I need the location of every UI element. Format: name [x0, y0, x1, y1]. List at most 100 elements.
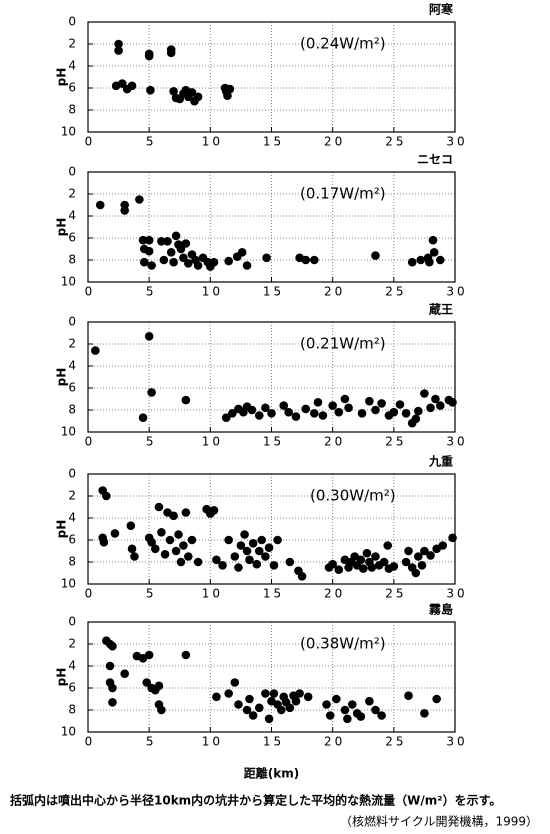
point: [242, 261, 252, 270]
x-tick-label: 0: [85, 135, 96, 149]
point: [147, 261, 156, 270]
x-tick-label: 15: [263, 587, 284, 601]
point: [240, 530, 249, 539]
x-tick-label: 25: [385, 435, 406, 449]
point: [420, 389, 429, 398]
point: [144, 246, 154, 256]
y-tick-label: 8: [68, 703, 76, 717]
annotation: (0.17W/m²): [300, 185, 386, 203]
point: [120, 669, 129, 678]
point: [138, 235, 148, 245]
point: [420, 546, 429, 556]
point: [166, 48, 176, 58]
y-tick-label: 10: [61, 577, 76, 591]
x-tick-label: 5: [146, 735, 157, 749]
point: [144, 332, 154, 341]
panel-title: 九重: [428, 454, 453, 469]
point: [267, 409, 276, 418]
point: [95, 200, 105, 210]
point: [114, 46, 123, 55]
x-tick-label: 0: [85, 285, 96, 299]
y-tick-label: 4: [68, 511, 76, 525]
y-tick-label: 8: [68, 555, 76, 569]
x-tick-label: 10: [202, 435, 223, 449]
panel: 0 5 10 15 20 25 30 0 2 4 6 8 10 蔵王 (0.21W/m²) pH: [55, 302, 467, 449]
point: [404, 546, 413, 556]
annotation: (0.21W/m²): [300, 335, 386, 353]
point: [165, 535, 175, 545]
annotation: (0.38W/m²): [300, 635, 386, 653]
point: [310, 255, 319, 265]
point: [426, 403, 435, 413]
point: [157, 705, 166, 715]
point: [193, 92, 203, 102]
point: [176, 244, 186, 254]
point: [357, 409, 367, 418]
point: [245, 694, 254, 704]
point: [432, 694, 441, 704]
x-tick-label: 20: [324, 587, 345, 601]
point: [429, 248, 439, 257]
point: [114, 39, 123, 49]
point: [187, 535, 197, 545]
y-tick-label: 8: [68, 403, 76, 417]
x-tick-label: 25: [385, 735, 406, 749]
x-tick-label: 25: [385, 135, 406, 149]
point: [254, 411, 264, 420]
point: [401, 557, 411, 567]
point: [127, 81, 137, 91]
point: [257, 535, 267, 545]
panel: 0 5 10 15 20 25 30 0 2 4 6 8 10 霧島 (0.38W/m²) pH 距離(km): [55, 602, 467, 781]
point: [347, 700, 357, 709]
x-tick-label: 30: [446, 435, 467, 449]
point: [362, 548, 372, 558]
point: [322, 700, 331, 709]
point: [252, 559, 262, 569]
y-tick-label: 10: [61, 425, 76, 439]
footnote: 括弧内は噴出中心から半径10km内の坑井から算定した平均的な熱流量（W/m²）を…: [10, 793, 501, 808]
point: [367, 563, 377, 572]
point: [285, 557, 295, 567]
y-tick-label: 0: [68, 467, 76, 481]
point: [264, 543, 274, 552]
point: [389, 407, 399, 417]
x-tick-label: 0: [85, 435, 96, 449]
y-tick-label: 6: [68, 231, 76, 245]
y-tick-label: 6: [68, 81, 76, 95]
y-axis-label: pH: [55, 520, 69, 539]
point: [245, 555, 254, 565]
y-tick-label: 4: [68, 209, 76, 223]
point: [171, 546, 181, 556]
point: [171, 231, 181, 241]
panel: 0 5 10 15 20 25 30 0 2 4 6 8 10 ニセコ (0.17W/m²) pH: [55, 153, 465, 299]
point: [325, 711, 335, 720]
point: [297, 572, 307, 581]
point: [269, 689, 279, 698]
point: [425, 257, 434, 267]
point: [179, 541, 188, 550]
point: [254, 546, 264, 556]
point: [224, 535, 233, 545]
point: [223, 91, 232, 100]
point: [150, 544, 160, 554]
point: [102, 491, 111, 501]
point: [371, 552, 380, 561]
point: [310, 409, 319, 418]
point: [279, 401, 289, 410]
annotation: (0.24W/m²): [300, 35, 386, 53]
y-tick-label: 2: [68, 489, 76, 503]
point: [261, 552, 270, 561]
point: [126, 521, 136, 530]
point: [218, 561, 227, 570]
y-tick-label: 10: [61, 125, 76, 139]
panel-title: 蔵王: [429, 302, 453, 317]
point: [383, 541, 393, 550]
x-tick-label: 15: [263, 435, 284, 449]
point: [157, 237, 166, 246]
point: [127, 544, 137, 554]
point: [262, 253, 271, 263]
point: [230, 678, 240, 687]
point: [247, 405, 257, 415]
x-tick-label: 30: [446, 735, 467, 749]
annotation: (0.30W/m²): [310, 487, 396, 505]
